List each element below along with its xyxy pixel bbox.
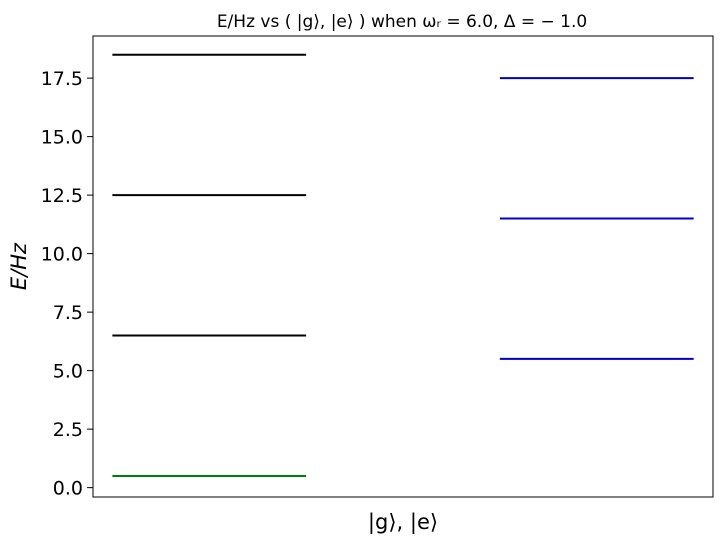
y-tick-label: 17.5 (41, 68, 83, 90)
y-tick-label: 7.5 (53, 302, 83, 324)
chart-title: E/Hz vs ( |g⟩, |e⟩ ) when ωᵣ = 6.0, Δ = … (217, 12, 587, 32)
y-tick-label: 0.0 (53, 478, 83, 500)
y-tick-label: 10.0 (41, 244, 83, 266)
plot-area-frame (92, 35, 714, 498)
y-tick-label: 2.5 (53, 419, 83, 441)
x-axis-label: |g⟩, |e⟩ (368, 510, 438, 535)
energy-levels (112, 53, 694, 477)
y-axis: 0.0 2.5 5.0 7.5 10.0 12.5 15.0 17.5 (41, 68, 93, 500)
y-tick-label: 15.0 (41, 127, 83, 149)
y-tick-label: 5.0 (53, 361, 83, 383)
y-tick-label: 12.5 (41, 185, 83, 207)
y-axis-label: E/Hz (7, 242, 31, 290)
